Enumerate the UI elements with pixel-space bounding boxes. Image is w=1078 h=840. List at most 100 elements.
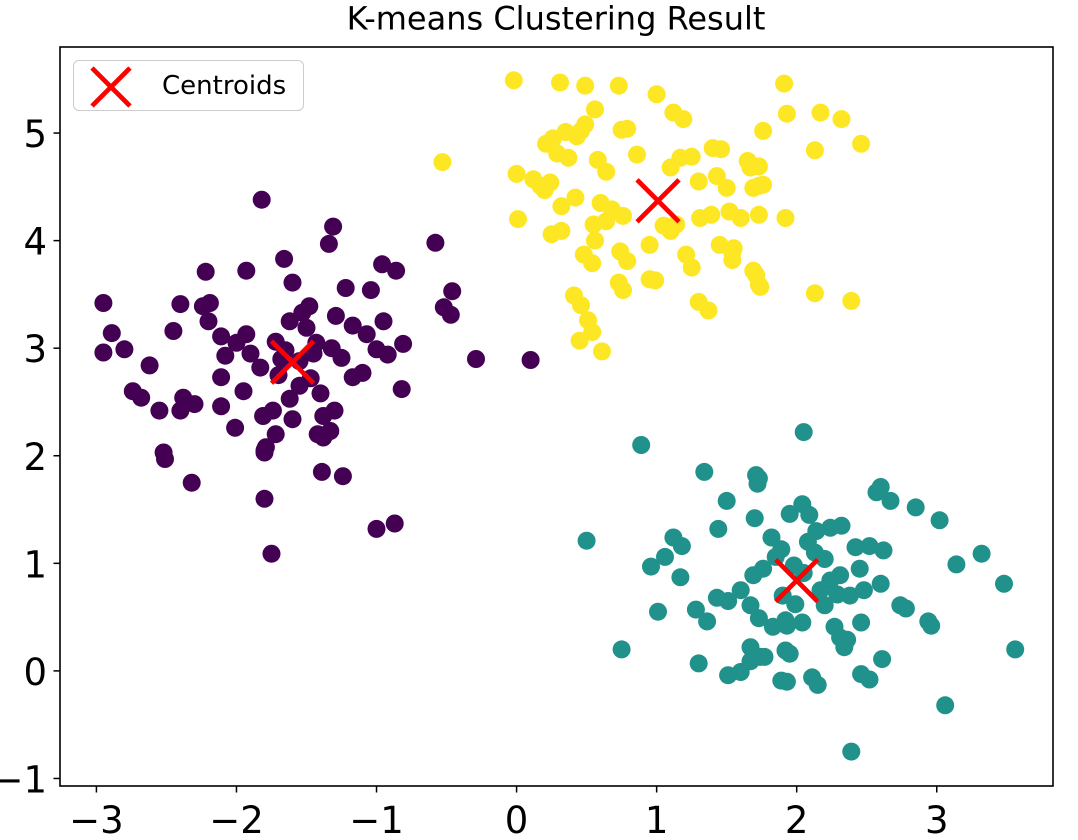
scatter-point: [132, 388, 151, 407]
scatter-point: [577, 531, 596, 550]
scatter-point: [712, 140, 731, 159]
scatter-point: [842, 742, 861, 761]
scatter-point: [780, 504, 799, 523]
scatter-point: [552, 197, 571, 216]
scatter-point: [237, 261, 256, 280]
scatter-point: [815, 596, 834, 615]
scatter-point: [572, 296, 590, 315]
scatter-point: [336, 279, 355, 297]
x-tick-label: 2: [785, 799, 809, 840]
scatter-point: [255, 441, 274, 460]
scatter-point: [762, 528, 781, 547]
legend: Centroids: [73, 60, 304, 111]
scatter-point: [749, 609, 768, 628]
scatter-point: [576, 76, 595, 95]
axis-tick-labels: −3 −2 −1 0 1 2 3 −1 0 1 2 3 4 5: [0, 113, 949, 840]
scatter-point: [854, 581, 873, 600]
scatter-point: [193, 297, 212, 316]
scatter-point: [367, 519, 386, 538]
scatter-point: [171, 401, 190, 420]
scatter-point: [881, 491, 900, 510]
scatter-point: [263, 401, 282, 420]
scatter-point: [314, 428, 333, 447]
legend-label: Centroids: [162, 71, 287, 101]
scatter-point: [226, 418, 245, 437]
scatter-point: [717, 491, 736, 510]
scatter-point: [805, 141, 824, 160]
scatter-point: [717, 178, 736, 197]
scatter-point: [552, 221, 571, 240]
y-tick-label: 2: [23, 436, 47, 479]
scatter-point: [850, 559, 869, 578]
scatter-point: [842, 291, 861, 310]
scatter-point: [656, 547, 674, 566]
scatter-point: [156, 450, 174, 468]
scatter-point: [628, 145, 646, 164]
scatter-point: [361, 281, 380, 300]
scatter-point: [326, 306, 345, 325]
y-tick-label: 1: [23, 543, 47, 586]
scatter-point: [357, 325, 376, 344]
scatter-point: [777, 672, 796, 691]
scatter-point: [682, 258, 701, 277]
scatter-point: [251, 358, 270, 377]
scatter-point: [793, 613, 812, 632]
scatter-point: [443, 282, 462, 301]
scatter-point: [835, 638, 854, 657]
x-tick-label: 1: [645, 799, 669, 840]
scatter-point: [777, 104, 796, 123]
scatter-point: [387, 261, 406, 280]
axis-ticks: [53, 132, 938, 793]
scatter-point: [860, 670, 879, 689]
scatter-point: [860, 537, 879, 556]
scatter-point: [936, 696, 955, 715]
scatter-point: [612, 120, 631, 139]
scatter-point: [831, 566, 850, 585]
scatter-point: [647, 85, 666, 104]
centroid-x-stroke: [774, 557, 820, 604]
scatter-point: [304, 344, 323, 363]
centroid-x-stroke: [635, 178, 681, 224]
scatter-point: [333, 467, 352, 486]
scatter-point: [874, 541, 893, 560]
scatter-point: [467, 350, 485, 368]
scatter-point: [777, 616, 796, 635]
scatter-point: [171, 295, 190, 314]
y-tick-label: 4: [23, 221, 47, 264]
scatter-point: [212, 327, 231, 346]
scatter-point: [255, 489, 274, 508]
scatter-point: [212, 397, 231, 416]
scatter-point: [566, 188, 585, 207]
scatter-point: [570, 331, 589, 350]
scatter-point: [185, 395, 204, 414]
scatter-point: [583, 323, 602, 342]
scatter-point: [649, 602, 667, 621]
scatter-point: [551, 73, 569, 92]
scatter-point: [749, 205, 768, 224]
scatter-point: [930, 511, 949, 530]
y-tick-label: 0: [23, 651, 47, 694]
scatter-point: [719, 592, 738, 610]
scatter-point: [216, 346, 235, 365]
scatter-point: [597, 162, 616, 181]
scatter-point: [695, 462, 714, 481]
y-tick-label: 3: [23, 328, 47, 371]
scatter-point: [731, 581, 750, 600]
scatter-point: [612, 640, 631, 659]
scatter-point: [702, 205, 721, 224]
scatter-point: [324, 217, 343, 236]
scatter-point: [794, 423, 813, 442]
scatter-point: [614, 281, 632, 300]
scatter-point: [241, 344, 260, 363]
scatter-point: [343, 316, 362, 335]
scatter-point: [559, 148, 578, 167]
scatter-point: [745, 509, 764, 528]
scatter-point: [212, 368, 231, 387]
scatter-point: [751, 277, 770, 296]
scatter-point: [754, 175, 773, 194]
cluster-0-purple: [94, 190, 540, 563]
centroid-x-icon: [90, 66, 132, 108]
scatter-point: [780, 644, 799, 663]
scatter-point: [832, 110, 851, 129]
centroid-x-stroke: [269, 339, 316, 385]
